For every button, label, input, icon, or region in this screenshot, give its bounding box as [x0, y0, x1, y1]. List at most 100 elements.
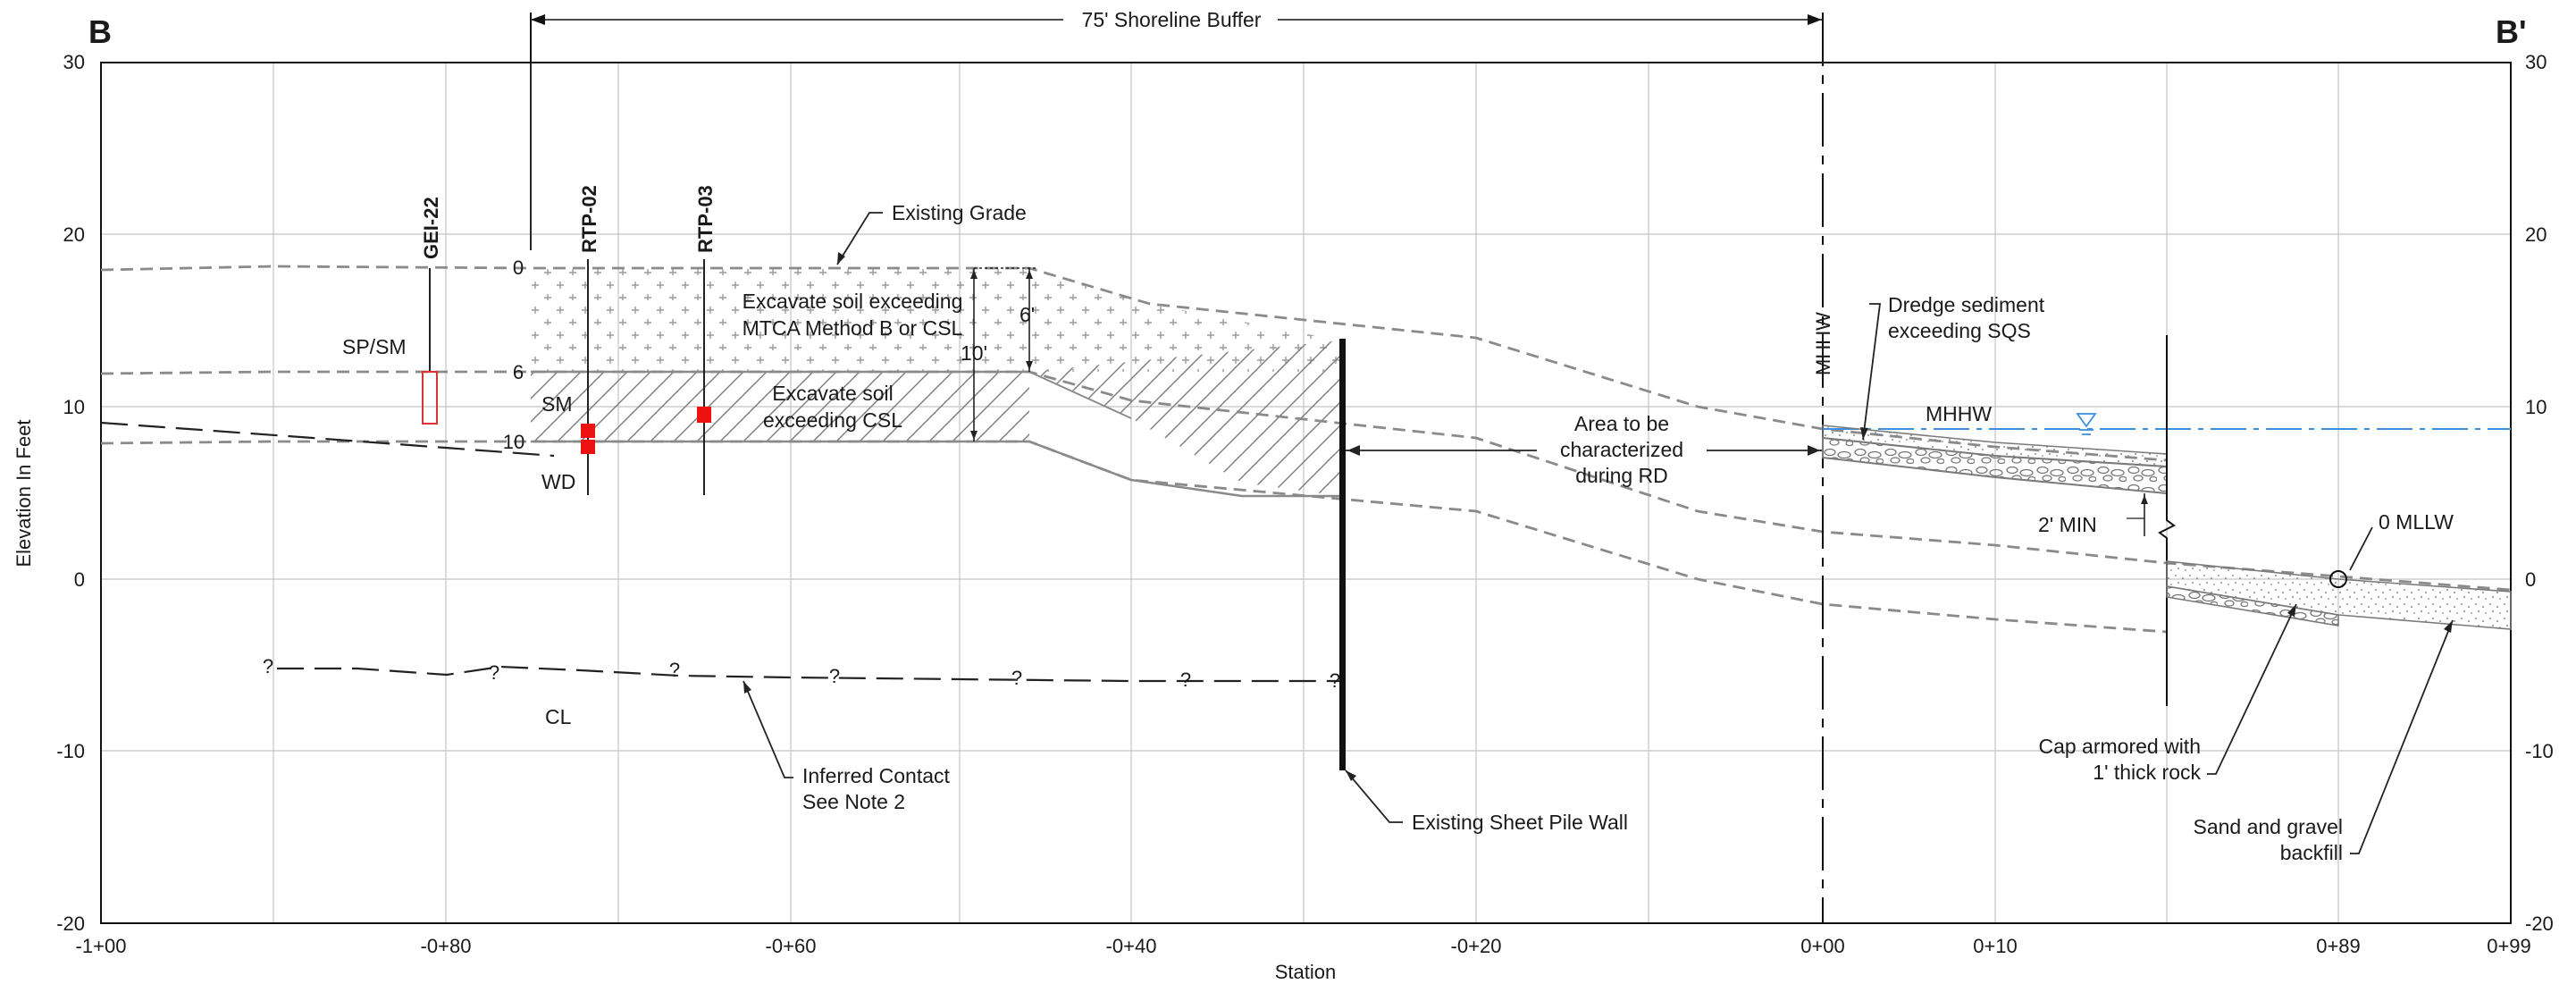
gei-22-screen-box	[422, 371, 438, 425]
mhhw-water-label: MHHW	[1926, 402, 1992, 425]
area-rd-callout: Area to be characterized during RD	[1346, 412, 1822, 487]
csl-slope-line	[1028, 371, 1132, 419]
excavation-bottom-line	[531, 440, 1341, 498]
sheet-pile-wall	[1339, 339, 1346, 770]
mhhw-vertical-label: MHHW	[1812, 312, 1834, 375]
soil-label-wd: WD	[541, 470, 575, 493]
cap-break-line	[2158, 335, 2176, 706]
inferred-line-1: Inferred Contact	[802, 764, 951, 787]
callout-existing-grade: Existing Grade	[836, 201, 1027, 265]
query-mark: ?	[829, 665, 840, 687]
y-tick-label: 10	[63, 396, 85, 418]
excavate-csl-line-2: exceeding CSL	[763, 408, 902, 432]
x-tick-label: -1+00	[76, 935, 127, 957]
boring-label-gei-22: GEI-22	[420, 197, 442, 259]
y-tick-label: 20	[63, 223, 85, 246]
contact-lines	[100, 265, 2512, 634]
excavate-mtca-line-2: MTCA Method B or CSL	[743, 316, 963, 340]
shoreline-buffer-label: 75' Shoreline Buffer	[1082, 8, 1262, 31]
depth-label-10: 10	[503, 431, 524, 453]
shoreline-buffer-dimension: 75' Shoreline Buffer	[530, 8, 1822, 63]
area-rd-line-2: characterized	[1560, 438, 1683, 461]
sample-marker	[581, 424, 595, 438]
inferred-contact-query-marks: ? ? ? ? ? ? ?	[263, 655, 1340, 692]
plot-frame	[100, 62, 2512, 924]
contact-line-upper	[100, 370, 2512, 592]
grid	[101, 63, 2511, 923]
offshore-cap-rock	[2166, 585, 2339, 627]
query-mark: ?	[669, 659, 680, 681]
sand-line-2: backfill	[2280, 841, 2343, 864]
sheet-pile-label: Existing Sheet Pile Wall	[1412, 811, 1628, 834]
y-tick-label: 20	[2525, 223, 2547, 246]
y-tick-label: -10	[56, 740, 85, 762]
inferred-line-2: See Note 2	[802, 790, 905, 813]
x-tick-label: 0+00	[1800, 935, 1845, 957]
soil-label-cl: CL	[545, 705, 572, 728]
callout-sheet-pile: Existing Sheet Pile Wall	[1345, 770, 1628, 834]
water-depth-line	[100, 421, 555, 458]
dimension-ten-ft: 10'	[961, 341, 987, 365]
existing-grade-label: Existing Grade	[892, 201, 1027, 224]
x-tick-label: -0+40	[1106, 935, 1157, 957]
cap-line-1: Cap armored with	[2038, 735, 2201, 758]
query-mark: ?	[1180, 669, 1191, 691]
y-tick-label: 30	[2525, 51, 2547, 73]
soil-labels: SP/SM SM WD CL	[342, 335, 575, 728]
boring-rtp-02: RTP-02	[578, 185, 600, 495]
y-tick-label: 30	[63, 51, 85, 73]
area-rd-line-3: during RD	[1575, 464, 1668, 487]
sand-line-1: Sand and gravel	[2193, 815, 2343, 838]
x-tick-label: 0+89	[2316, 935, 2361, 957]
query-mark: ?	[1330, 669, 1340, 692]
boring-gei-22: GEI-22	[420, 197, 442, 425]
water-surface-icon	[2076, 413, 2097, 435]
boring-rtp-03: RTP-03	[694, 185, 717, 495]
depth-labels: 0 6 10	[503, 257, 524, 453]
section-start-label: B	[88, 13, 112, 50]
callout-mllw: 0 MLLW	[2349, 510, 2454, 571]
cap-line-2: 1' thick rock	[2093, 761, 2201, 784]
y-axis-title: Elevation In Feet	[13, 419, 35, 567]
boring-label-rtp-03: RTP-03	[694, 185, 717, 253]
mllw-datum-marker	[2329, 570, 2347, 588]
query-mark: ?	[1011, 667, 1022, 689]
sample-marker	[697, 407, 711, 423]
y-axis-left: 30 20 10 0 -10 -20	[56, 51, 85, 935]
callout-dredge: Dredge sediment exceeding SQS	[1860, 293, 2045, 441]
dimension-two-min: 2' MIN	[2038, 493, 2148, 536]
query-mark: ?	[489, 661, 499, 684]
y-tick-label: 0	[2525, 568, 2536, 591]
x-axis: -1+00 -0+80 -0+60 -0+40 -0+20 0+00 0+10 …	[76, 935, 2531, 957]
contact-line-lower	[100, 440, 2168, 634]
y-tick-label: -20	[2525, 913, 2554, 935]
excavation-depth-dimensions	[970, 267, 1036, 442]
area-rd-line-1: Area to be	[1574, 412, 1669, 435]
callout-inferred-contact: Inferred Contact See Note 2	[743, 680, 951, 813]
two-min-label: 2' MIN	[2038, 513, 2097, 536]
y-tick-label: 0	[74, 568, 85, 591]
inferred-contact-line	[277, 665, 1340, 683]
mllw-label: 0 MLLW	[2379, 510, 2454, 534]
excavate-mtca-line-1: Excavate soil exceeding	[743, 290, 963, 313]
dredge-line-1: Dredge sediment	[1888, 293, 2045, 316]
sample-marker	[581, 440, 595, 454]
y-axis-right: 30 20 10 0 -10 -20	[2525, 51, 2554, 935]
y-tick-label: -10	[2525, 740, 2554, 762]
dredge-line-2: exceeding SQS	[1888, 319, 2031, 342]
x-tick-label: -0+80	[421, 935, 472, 957]
y-tick-label: 10	[2525, 396, 2547, 418]
section-end-label: B'	[2496, 13, 2527, 50]
y-tick-label: -20	[56, 913, 85, 935]
query-mark: ?	[263, 655, 273, 677]
excavation-zone-csl-hatch	[531, 341, 1341, 496]
dimension-six-ft: 6'	[1019, 303, 1035, 326]
depth-label-0: 0	[513, 257, 524, 279]
excavation-zone-csl-body	[531, 372, 1029, 442]
x-tick-label: -0+20	[1451, 935, 1502, 957]
x-axis-title: Station	[1275, 961, 1337, 983]
excavation-notes: Excavate soil exceeding MTCA Method B or…	[743, 290, 963, 432]
soil-label-sm: SM	[541, 392, 573, 416]
existing-grade-line	[100, 265, 2168, 462]
